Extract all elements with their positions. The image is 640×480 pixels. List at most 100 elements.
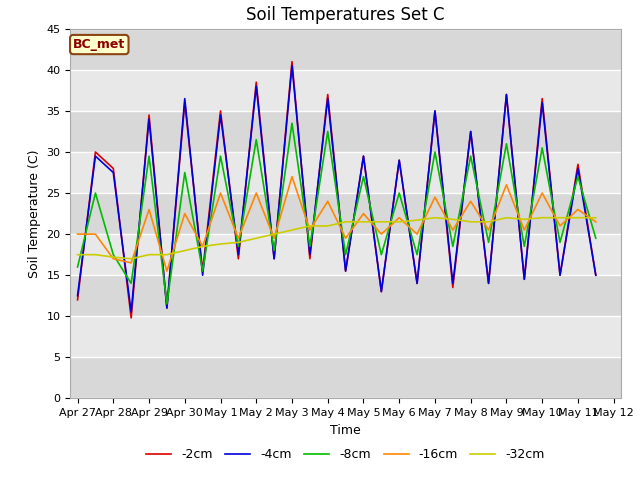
Bar xyxy=(70,152,621,193)
-16cm xyxy=(342,235,349,241)
-8cm xyxy=(145,153,153,159)
-2cm xyxy=(574,161,582,167)
-2cm xyxy=(484,280,492,286)
-16cm xyxy=(592,219,600,225)
-4cm xyxy=(502,92,510,97)
-16cm xyxy=(127,260,135,266)
-16cm xyxy=(109,256,117,262)
Line: -2cm: -2cm xyxy=(77,61,596,318)
-4cm xyxy=(538,100,546,106)
-4cm xyxy=(449,280,457,286)
-32cm xyxy=(592,215,600,221)
-16cm xyxy=(396,215,403,221)
-8cm xyxy=(431,149,439,155)
-8cm xyxy=(484,240,492,245)
-8cm xyxy=(288,120,296,126)
-2cm xyxy=(74,297,81,303)
-2cm xyxy=(538,96,546,101)
-16cm xyxy=(306,227,314,233)
-2cm xyxy=(592,272,600,278)
-16cm xyxy=(484,227,492,233)
-32cm xyxy=(199,243,207,249)
-32cm xyxy=(234,240,242,245)
-4cm xyxy=(163,305,171,311)
-16cm xyxy=(217,190,225,196)
-4cm xyxy=(592,272,600,278)
-2cm xyxy=(520,276,528,282)
-16cm xyxy=(574,206,582,212)
-8cm xyxy=(378,252,385,258)
-8cm xyxy=(127,280,135,286)
-4cm xyxy=(127,309,135,315)
-8cm xyxy=(74,264,81,270)
-8cm xyxy=(592,235,600,241)
-32cm xyxy=(127,256,135,262)
-8cm xyxy=(109,252,117,258)
-4cm xyxy=(234,252,242,258)
Bar xyxy=(70,275,621,316)
-8cm xyxy=(449,243,457,249)
-4cm xyxy=(431,108,439,114)
-2cm xyxy=(270,256,278,262)
-4cm xyxy=(396,157,403,163)
-32cm xyxy=(484,219,492,225)
-16cm xyxy=(431,194,439,200)
-8cm xyxy=(342,252,349,258)
-4cm xyxy=(556,272,564,278)
-8cm xyxy=(217,153,225,159)
-8cm xyxy=(467,153,474,159)
-2cm xyxy=(396,157,403,163)
Y-axis label: Soil Temperature (C): Soil Temperature (C) xyxy=(28,149,41,278)
-8cm xyxy=(252,137,260,143)
-4cm xyxy=(413,280,421,286)
-8cm xyxy=(556,240,564,245)
-4cm xyxy=(217,112,225,118)
-4cm xyxy=(288,63,296,69)
Line: -16cm: -16cm xyxy=(77,177,596,271)
-16cm xyxy=(92,231,99,237)
-32cm xyxy=(360,219,367,225)
-2cm xyxy=(378,289,385,295)
-32cm xyxy=(520,216,528,222)
-32cm xyxy=(413,217,421,223)
Bar xyxy=(70,193,621,234)
-16cm xyxy=(360,211,367,216)
-2cm xyxy=(288,59,296,64)
-32cm xyxy=(431,215,439,221)
-8cm xyxy=(538,145,546,151)
-2cm xyxy=(92,149,99,155)
-32cm xyxy=(538,215,546,221)
-2cm xyxy=(163,305,171,311)
-16cm xyxy=(252,190,260,196)
Bar xyxy=(70,316,621,357)
-8cm xyxy=(234,243,242,249)
-2cm xyxy=(413,280,421,286)
-2cm xyxy=(181,100,189,106)
-16cm xyxy=(538,190,546,196)
-8cm xyxy=(306,243,314,249)
Bar xyxy=(70,111,621,152)
-2cm xyxy=(234,256,242,262)
-4cm xyxy=(92,153,99,159)
-16cm xyxy=(467,198,474,204)
-8cm xyxy=(520,243,528,249)
-32cm xyxy=(502,215,510,221)
-16cm xyxy=(502,182,510,188)
-32cm xyxy=(145,252,153,258)
-32cm xyxy=(74,252,81,258)
-8cm xyxy=(574,174,582,180)
-2cm xyxy=(109,166,117,171)
Bar xyxy=(70,29,621,70)
-4cm xyxy=(467,129,474,134)
-4cm xyxy=(109,169,117,175)
-4cm xyxy=(324,96,332,101)
-4cm xyxy=(378,289,385,295)
-2cm xyxy=(252,79,260,85)
-2cm xyxy=(502,92,510,97)
-32cm xyxy=(288,227,296,233)
-16cm xyxy=(324,198,332,204)
-32cm xyxy=(556,215,564,221)
-4cm xyxy=(520,276,528,282)
-16cm xyxy=(145,206,153,212)
Bar xyxy=(70,70,621,111)
